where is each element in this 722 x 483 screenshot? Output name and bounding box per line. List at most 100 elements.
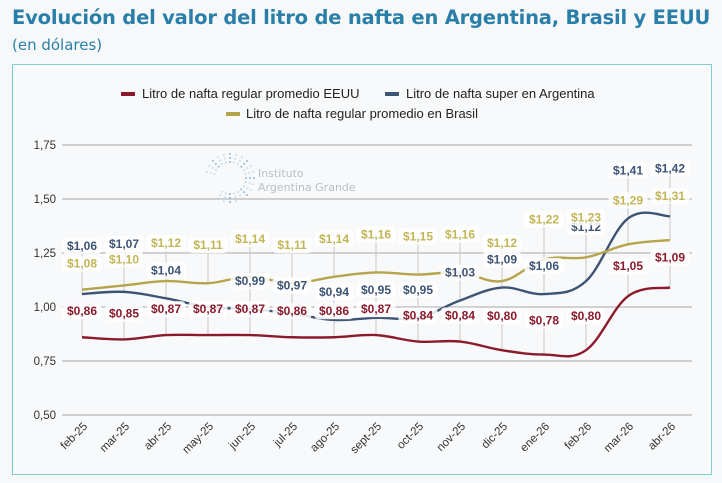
watermark-dot	[246, 166, 249, 170]
data-label-argentina: $1,41	[613, 163, 643, 177]
data-label-argentina: $0,97	[277, 278, 307, 292]
x-axis: feb-25 mar-25 abr-25 may-25 jun-25 jul-25 ago-…	[59, 421, 679, 457]
data-label-argentina: $1,06	[67, 239, 97, 253]
data-label-bg	[650, 249, 690, 266]
data-label-bg	[482, 251, 522, 268]
data-label-bg	[398, 281, 438, 298]
watermark-dot	[240, 156, 244, 159]
data-label-eeuu: $0,87	[193, 302, 223, 316]
y-tick-label: 0,75	[34, 356, 56, 368]
data-label-argentina: $1,03	[445, 266, 475, 280]
watermark-dot	[211, 166, 214, 170]
watermark-dot	[208, 164, 211, 168]
legend-swatch-eeuu	[121, 92, 135, 96]
legend-swatch-brasil	[226, 112, 240, 116]
data-label-bg	[524, 258, 564, 275]
series-line-eeuu	[81, 286, 671, 358]
data-label-bg	[104, 305, 144, 322]
watermark-dot	[214, 162, 217, 165]
data-label-bg	[608, 192, 648, 209]
data-label-brasil: $1,12	[487, 236, 517, 250]
legend-item-brasil[interactable]: Litro de nafta regular promedio en Brasi…	[226, 106, 478, 121]
x-tick-label: abr-26	[646, 421, 678, 453]
legend: Litro de nafta regular promedio EEUU Lit…	[121, 86, 595, 121]
data-label-argentina: $1,07	[109, 237, 139, 251]
watermark-dot	[238, 159, 242, 162]
watermark-dot	[248, 182, 251, 185]
data-label-argentina: $0,99	[235, 274, 265, 288]
x-tick-label: oct-25	[395, 421, 426, 452]
data-label-brasil: $1,23	[571, 210, 601, 224]
data-label-brasil: $1,14	[319, 232, 349, 246]
watermark-dot	[213, 172, 216, 175]
x-tick-label: jul-25	[271, 421, 300, 450]
data-label-eeuu: $0,87	[361, 302, 391, 316]
watermark-dot	[222, 200, 225, 203]
data-label-eeuu: $0,84	[445, 309, 475, 323]
data-label-bg	[356, 281, 396, 298]
data-label-bg	[524, 312, 564, 329]
data-label-bg	[524, 211, 564, 228]
data-label-brasil: $1,11	[277, 238, 307, 252]
watermark-dot	[244, 172, 247, 175]
x-tick-label: dic-25	[479, 421, 510, 452]
watermark-dot	[249, 164, 252, 168]
data-label-brasil: $1,22	[529, 212, 559, 226]
watermark-dot	[217, 165, 220, 168]
data-label-bg	[608, 258, 648, 275]
data-label-bg	[482, 235, 522, 252]
watermark-dot	[252, 170, 255, 173]
page-subtitle: (en dólares)	[12, 36, 103, 54]
legend-item-eeuu[interactable]: Litro de nafta regular promedio EEUU	[121, 86, 360, 101]
x-tick-label: jun-25	[226, 421, 258, 453]
data-label-bg	[314, 230, 354, 247]
data-label-argentina: $1,09	[487, 253, 517, 267]
data-label-argentina: $0,94	[319, 285, 349, 299]
watermark-dot	[222, 153, 225, 156]
watermark-dot	[249, 188, 252, 192]
data-label-eeuu: $0,87	[235, 302, 265, 316]
data-label-bg	[104, 251, 144, 268]
legend-swatch-argentina	[385, 92, 399, 96]
data-label-eeuu: $0,84	[403, 309, 433, 323]
watermark-dot	[235, 153, 238, 156]
watermark-dot	[236, 163, 240, 166]
data-labels: $1,06 $1,07 $1,04 $0,99 $0,97 $0,94 $0,95 $0,95…	[62, 160, 690, 329]
legend-item-argentina[interactable]: Litro de nafta super en Argentina	[385, 86, 595, 101]
x-tick-label: nov-25	[435, 421, 468, 454]
watermark-dot	[223, 157, 226, 160]
data-label-bg	[566, 308, 606, 325]
watermark-dot	[234, 196, 237, 199]
data-label-bg	[650, 188, 690, 205]
watermark-dot	[244, 181, 247, 184]
data-label-eeuu: $0,86	[67, 304, 97, 318]
data-label-bg	[482, 308, 522, 325]
data-label-argentina: $0,95	[361, 283, 391, 297]
legend-label-brasil: Litro de nafta regular promedio en Brasi…	[246, 106, 478, 121]
watermark-dot	[240, 165, 243, 168]
watermark-dot	[211, 159, 215, 163]
data-label-bg	[146, 262, 186, 279]
watermark-dot	[228, 200, 232, 204]
x-tick-label: sept-25	[349, 421, 385, 457]
watermark-dot	[218, 159, 222, 162]
watermark-dot	[234, 157, 237, 160]
data-label-bg	[146, 301, 186, 318]
watermark-dot	[228, 160, 232, 164]
data-label-eeuu: $0,85	[109, 306, 139, 320]
watermark-dot	[245, 159, 249, 163]
watermark-dot	[243, 162, 246, 165]
watermark-dot	[205, 170, 208, 173]
data-label-eeuu: $1,09	[655, 251, 685, 265]
watermark-dot	[248, 171, 251, 174]
data-label-bg	[272, 277, 312, 294]
data-label-bg	[650, 160, 690, 177]
data-label-brasil: $1,16	[445, 227, 475, 241]
data-label-brasil: $1,14	[235, 232, 265, 246]
y-tick-label: 1,50	[34, 194, 56, 206]
data-label-eeuu: $0,80	[487, 309, 517, 323]
data-label-brasil: $1,12	[151, 236, 181, 250]
data-label-bg	[188, 237, 228, 254]
y-tick-label: 0,50	[34, 410, 56, 422]
